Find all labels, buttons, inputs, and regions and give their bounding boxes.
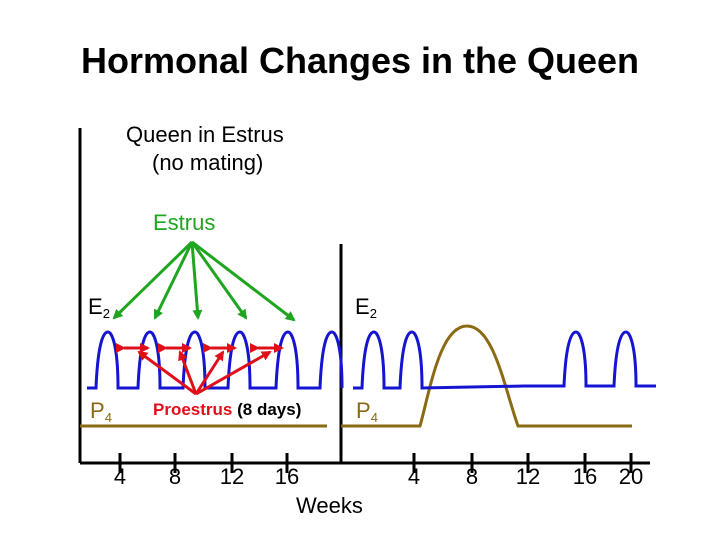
e2-curve-right — [353, 330, 656, 390]
x-axis-label: Weeks — [296, 493, 363, 518]
p4-right-subscript: 4 — [370, 410, 378, 425]
subtitle-line-2: (no mating) — [152, 150, 264, 175]
estrus-label: Estrus — [153, 210, 216, 235]
tick-label-right-4: 16 — [572, 464, 598, 489]
proestrus-label-group: Proestrus (8 days) — [153, 400, 301, 420]
tick-label-right-1: 4 — [407, 464, 421, 489]
p4-right-letter: P — [356, 398, 371, 423]
e2-right-subscript: 2 — [369, 306, 377, 321]
subtitle-line-1: Queen in Estrus — [126, 122, 284, 147]
tick-label-right-5: 20 — [618, 464, 644, 489]
e2-right-letter: E — [355, 294, 370, 319]
proestrus-duration: (8 days) — [237, 400, 302, 419]
p4-left-letter: P — [90, 398, 105, 423]
e2-label-right: E2 — [355, 294, 377, 321]
tick-label-right-3: 12 — [515, 464, 541, 489]
e2-curve-left — [87, 330, 344, 390]
proestrus-arrows — [137, 350, 272, 396]
e2-left-letter: E — [88, 294, 103, 319]
x-axis-ticks — [118, 453, 633, 473]
p4-label-left: P4 — [90, 398, 112, 425]
e2-left-subscript: 2 — [102, 306, 110, 321]
p4-label-right: P4 — [356, 398, 378, 425]
tick-label-left-2: 8 — [168, 464, 182, 489]
tick-label-left-1: 4 — [113, 464, 127, 489]
estrus-arrows — [112, 240, 296, 322]
e2-label-left: E2 — [88, 294, 110, 321]
page-title: Hormonal Changes in the Queen — [80, 40, 640, 81]
tick-label-left-3: 12 — [219, 464, 245, 489]
tick-label-left-4: 16 — [274, 464, 300, 489]
p4-curve-right — [341, 324, 632, 428]
p4-left-subscript: 4 — [104, 410, 112, 425]
proestrus-label: Proestrus — [153, 400, 233, 419]
tick-label-right-2: 8 — [465, 464, 479, 489]
